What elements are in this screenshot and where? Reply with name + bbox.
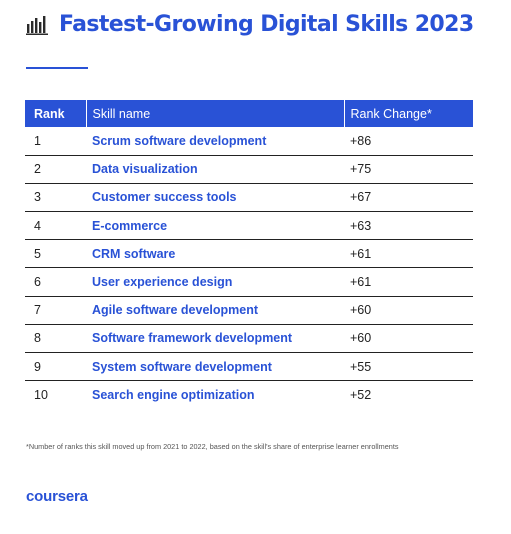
table-row: 9 System software development +55 [25, 352, 473, 382]
skill-name-cell: System software development [86, 352, 344, 382]
title-underline [26, 67, 88, 69]
rank-change-cell: +63 [344, 211, 473, 241]
bar-chart-icon [26, 15, 48, 35]
table-row: 6 User experience design +61 [25, 267, 473, 297]
table-row: 2 Data visualization +75 [25, 155, 473, 184]
rank-change-cell: +86 [344, 127, 473, 156]
skills-table: Rank Skill name Rank Change* 1 Scrum soft… [25, 100, 473, 409]
rank-cell: 6 [25, 267, 86, 297]
rank-change-cell: +61 [344, 239, 473, 269]
skill-name-cell: Data visualization [86, 155, 344, 184]
rank-cell: 7 [25, 296, 86, 325]
rank-change-cell: +67 [344, 183, 473, 213]
header-skill-name: Skill name [85, 100, 344, 127]
skill-name-cell: User experience design [86, 267, 344, 297]
table-row: 4 E-commerce +63 [25, 211, 473, 241]
table-row: 10 Search engine optimization +52 [25, 381, 473, 409]
skill-name-cell: Customer success tools [86, 183, 344, 213]
rank-change-cell: +60 [344, 324, 473, 354]
skill-name-cell: Agile software development [86, 296, 344, 325]
table-row: 8 Software framework development +60 [25, 324, 473, 354]
rank-cell: 8 [25, 324, 86, 354]
title-row: Fastest-Growing Digital Skills 2023 [26, 12, 474, 37]
rank-cell: 9 [25, 352, 86, 382]
rank-cell: 10 [34, 388, 48, 403]
rank-cell: 2 [25, 155, 86, 184]
table-body: 1 Scrum software development +86 2 Data visu… [25, 127, 473, 409]
skill-name-cell: Search engine optimization [92, 388, 255, 403]
rank-change-cell: +52 [350, 388, 372, 403]
rank-cell: 4 [25, 211, 86, 241]
table-row: 1 Scrum software development +86 [25, 127, 473, 156]
rank-change-cell: +55 [344, 352, 473, 382]
rank-cell: 1 [25, 127, 86, 156]
table-header-row: Rank Skill name Rank Change* [25, 100, 473, 127]
coursera-logo: coursera [26, 488, 88, 505]
rank-cell: 3 [25, 183, 86, 213]
rank-cell: 5 [25, 239, 86, 269]
table-row: 3 Customer success tools +67 [25, 183, 473, 213]
rank-change-cell: +61 [344, 267, 473, 297]
footnote: *Number of ranks this skill moved up fro… [26, 442, 399, 451]
page-title: Fastest-Growing Digital Skills 2023 [59, 12, 474, 37]
rank-change-cell: +75 [344, 155, 473, 184]
header-rank: Rank [25, 100, 86, 127]
skill-name-cell: CRM software [86, 239, 344, 269]
table-row: 7 Agile software development +60 [25, 296, 473, 325]
skill-name-cell: E-commerce [86, 211, 344, 241]
table-row: 5 CRM software +61 [25, 239, 473, 269]
skill-name-cell: Scrum software development [86, 127, 344, 156]
rank-change-cell: +60 [344, 296, 473, 325]
header-rank-change: Rank Change* [343, 100, 473, 127]
skill-name-cell: Software framework development [86, 324, 344, 354]
